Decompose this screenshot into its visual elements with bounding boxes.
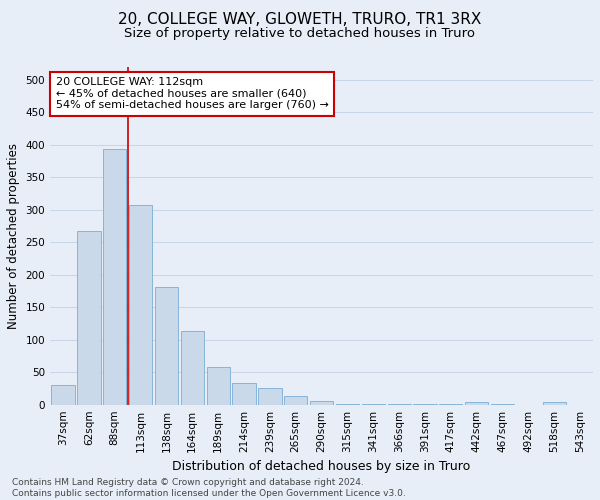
Text: 20, COLLEGE WAY, GLOWETH, TRURO, TR1 3RX: 20, COLLEGE WAY, GLOWETH, TRURO, TR1 3RX	[118, 12, 482, 28]
Text: Contains HM Land Registry data © Crown copyright and database right 2024.
Contai: Contains HM Land Registry data © Crown c…	[12, 478, 406, 498]
Bar	[310, 401, 333, 404]
Bar	[284, 396, 307, 404]
Bar	[465, 402, 488, 404]
Bar	[181, 330, 204, 404]
Bar	[232, 384, 256, 404]
Y-axis label: Number of detached properties: Number of detached properties	[7, 143, 20, 329]
Text: Size of property relative to detached houses in Truro: Size of property relative to detached ho…	[125, 28, 476, 40]
Text: 20 COLLEGE WAY: 112sqm
← 45% of detached houses are smaller (640)
54% of semi-de: 20 COLLEGE WAY: 112sqm ← 45% of detached…	[56, 77, 328, 110]
Bar	[542, 402, 566, 404]
X-axis label: Distribution of detached houses by size in Truro: Distribution of detached houses by size …	[172, 460, 471, 473]
Bar	[77, 232, 101, 404]
Bar	[155, 287, 178, 405]
Bar	[129, 204, 152, 404]
Bar	[206, 367, 230, 405]
Bar	[52, 385, 74, 404]
Bar	[258, 388, 281, 404]
Bar	[103, 150, 127, 404]
